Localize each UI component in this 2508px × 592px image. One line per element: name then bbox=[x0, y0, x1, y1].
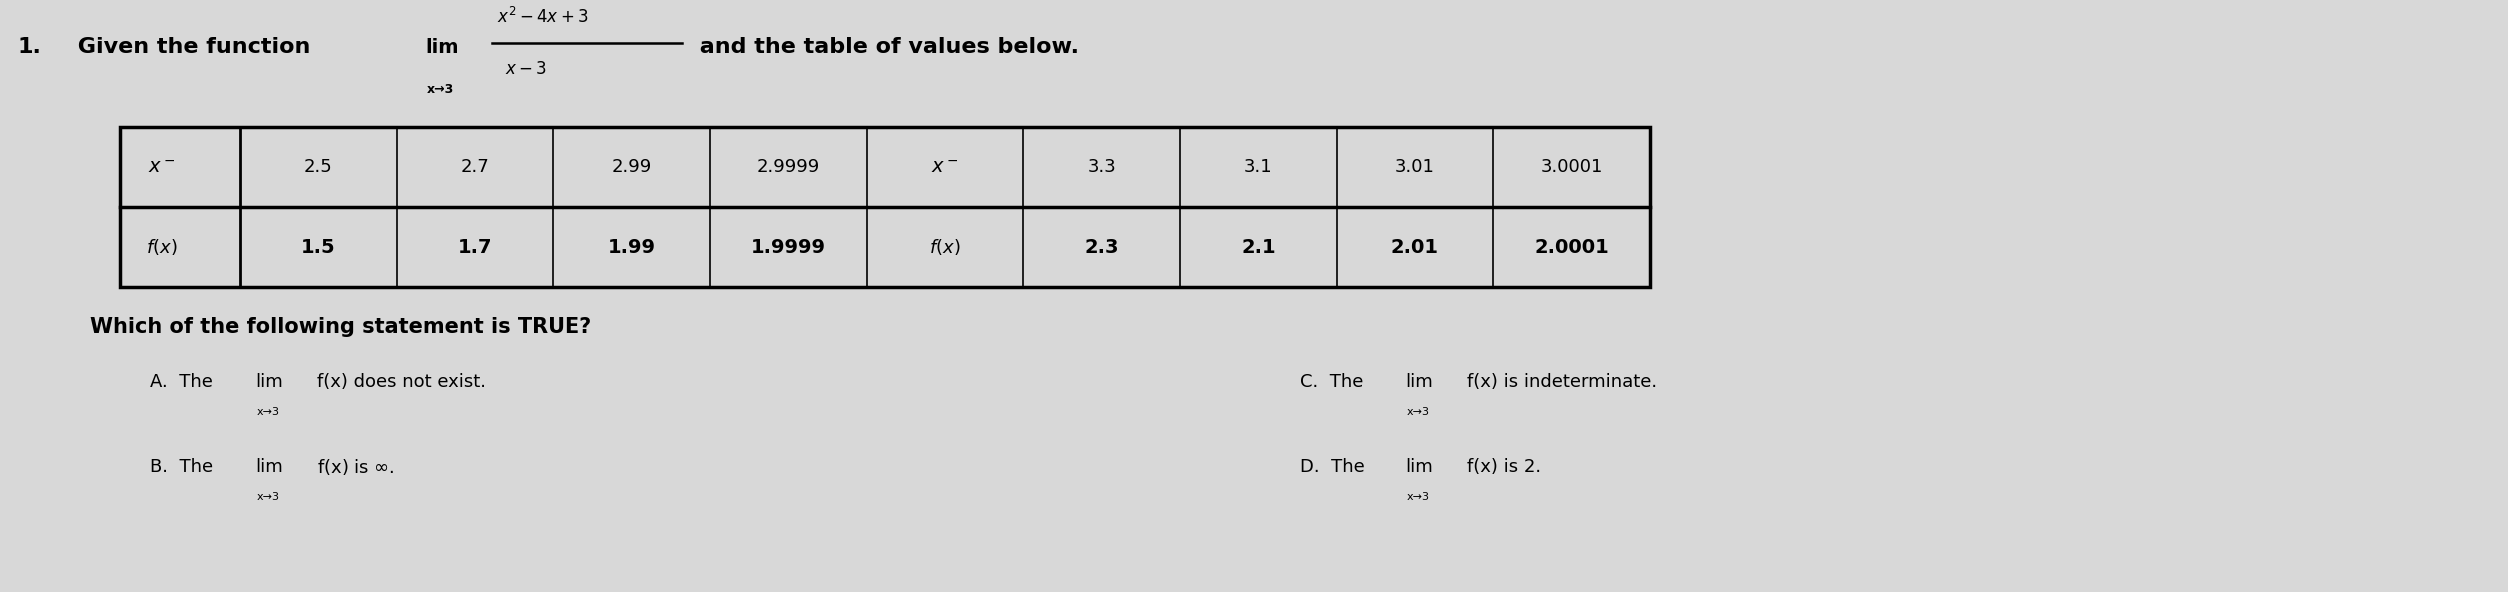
Text: $f(x)$: $f(x)$ bbox=[930, 237, 961, 257]
Text: 3.01: 3.01 bbox=[1394, 158, 1435, 176]
Text: 3.0001: 3.0001 bbox=[1540, 158, 1603, 176]
Text: 3.1: 3.1 bbox=[1244, 158, 1272, 176]
Text: 2.1: 2.1 bbox=[1241, 237, 1277, 256]
Text: f(x) is 2.: f(x) is 2. bbox=[1467, 458, 1540, 476]
Text: 2.0001: 2.0001 bbox=[1535, 237, 1610, 256]
Text: x→3: x→3 bbox=[256, 492, 281, 502]
Text: 2.9999: 2.9999 bbox=[757, 158, 820, 176]
Text: lim: lim bbox=[1404, 373, 1432, 391]
Text: 3.3: 3.3 bbox=[1088, 158, 1116, 176]
Text: A.  The: A. The bbox=[150, 373, 213, 391]
Text: D.  The: D. The bbox=[1299, 458, 1364, 476]
Text: f(x) is indeterminate.: f(x) is indeterminate. bbox=[1467, 373, 1658, 391]
Text: x→3: x→3 bbox=[1407, 407, 1430, 417]
Text: 2.7: 2.7 bbox=[461, 158, 489, 176]
Text: 1.: 1. bbox=[18, 37, 43, 57]
Text: 2.3: 2.3 bbox=[1083, 237, 1119, 256]
Text: B.  The: B. The bbox=[150, 458, 213, 476]
Text: lim: lim bbox=[1404, 458, 1432, 476]
Text: Which of the following statement is TRUE?: Which of the following statement is TRUE… bbox=[90, 317, 592, 337]
Text: x→3: x→3 bbox=[1407, 492, 1430, 502]
Bar bbox=[120, 127, 1650, 287]
Text: lim: lim bbox=[256, 458, 283, 476]
Text: $f(x)$: $f(x)$ bbox=[145, 237, 178, 257]
Text: C.  The: C. The bbox=[1299, 373, 1364, 391]
Text: Given the function: Given the function bbox=[70, 37, 311, 57]
Text: 2.99: 2.99 bbox=[612, 158, 652, 176]
Text: 2.01: 2.01 bbox=[1392, 237, 1440, 256]
Text: lim: lim bbox=[256, 373, 283, 391]
Text: $x^2-4x+3$: $x^2-4x+3$ bbox=[497, 7, 589, 27]
Text: f(x) is $\infty$.: f(x) is $\infty$. bbox=[316, 457, 394, 477]
Text: 1.7: 1.7 bbox=[459, 237, 492, 256]
Text: 2.5: 2.5 bbox=[303, 158, 334, 176]
Text: $x-3$: $x-3$ bbox=[504, 60, 547, 78]
Text: $x^-$: $x^-$ bbox=[930, 157, 958, 176]
Text: 1.9999: 1.9999 bbox=[750, 237, 825, 256]
Text: lim: lim bbox=[424, 37, 459, 56]
Text: $x^-$: $x^-$ bbox=[148, 157, 176, 176]
Text: 1.5: 1.5 bbox=[301, 237, 336, 256]
Text: 1.99: 1.99 bbox=[607, 237, 655, 256]
Text: and the table of values below.: and the table of values below. bbox=[692, 37, 1078, 57]
Text: f(x) does not exist.: f(x) does not exist. bbox=[316, 373, 487, 391]
Text: x→3: x→3 bbox=[426, 82, 454, 95]
Text: x→3: x→3 bbox=[256, 407, 281, 417]
